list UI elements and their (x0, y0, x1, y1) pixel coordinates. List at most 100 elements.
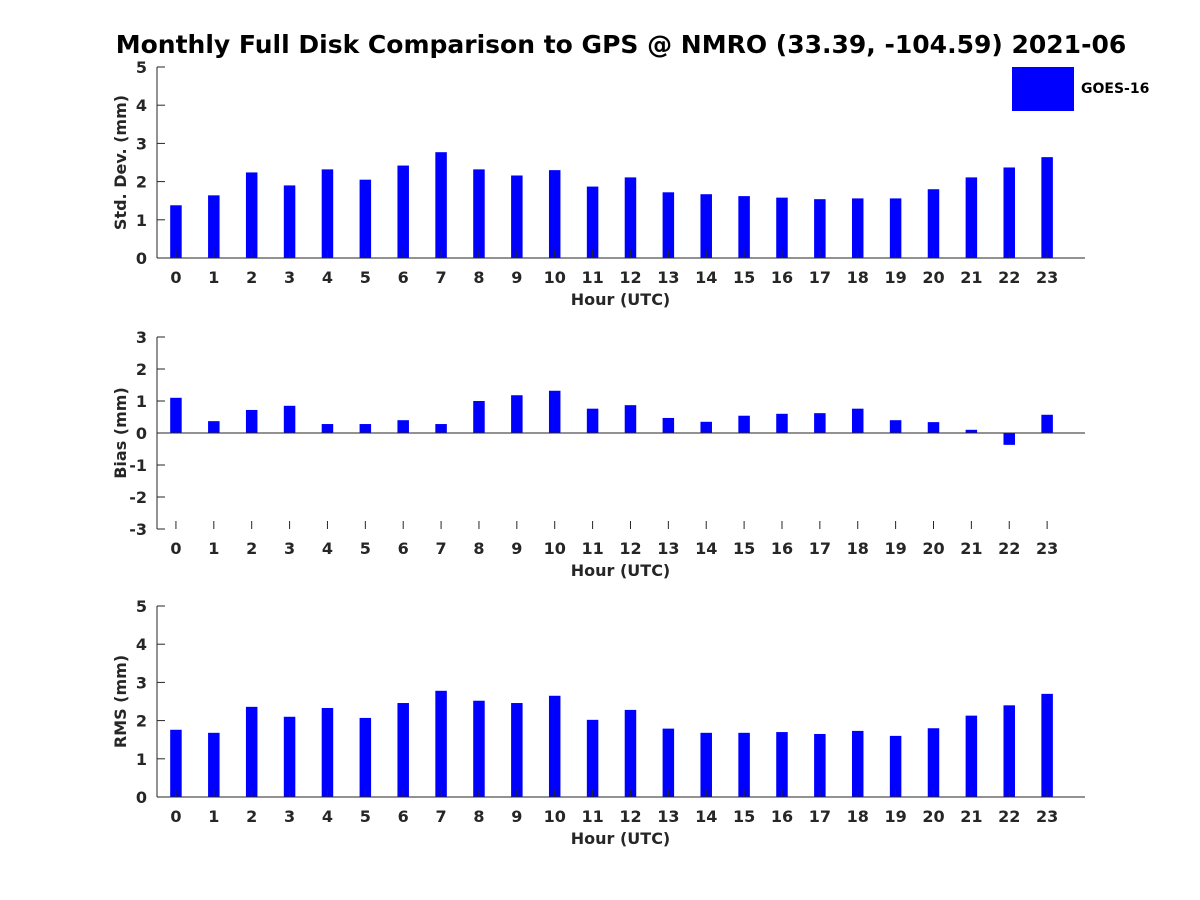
bar-14 (700, 194, 712, 258)
y-tick-label: -3 (129, 520, 147, 539)
bar-1 (208, 195, 220, 258)
bar-10 (548, 695, 561, 797)
x-tick-label: 22 (998, 268, 1020, 287)
y-axis-label: Bias (mm) (111, 387, 130, 479)
bar-4 (321, 169, 334, 258)
bar-17 (814, 199, 826, 258)
bar-14 (700, 732, 712, 797)
bar-21 (965, 715, 978, 797)
x-tick-label: 16 (771, 539, 793, 558)
bar-8 (473, 401, 485, 433)
bar-6 (397, 703, 409, 797)
x-tick-label: 8 (473, 268, 484, 287)
bar-6 (397, 420, 409, 433)
x-tick-label: 2 (246, 268, 257, 287)
bar-4 (321, 424, 334, 433)
y-tick-label: 0 (136, 788, 147, 807)
bar-5 (359, 179, 372, 258)
x-tick-label: 15 (733, 268, 755, 287)
x-tick-label: 6 (398, 268, 409, 287)
bar-15 (738, 732, 750, 797)
y-tick-label: 2 (136, 712, 147, 731)
x-tick-label: 8 (473, 539, 484, 558)
bar-19 (889, 198, 902, 258)
x-tick-label: 11 (581, 268, 603, 287)
x-tick-label: 3 (284, 807, 295, 826)
x-tick-label: 10 (544, 539, 566, 558)
chart-title: Monthly Full Disk Comparison to GPS @ NM… (115, 30, 1127, 59)
x-tick-label: 11 (581, 539, 603, 558)
bar-12 (624, 709, 637, 797)
x-tick-label: 14 (695, 539, 717, 558)
legend: GOES-16 (1012, 67, 1182, 113)
x-tick-label: 15 (733, 539, 755, 558)
bar-23 (1041, 414, 1053, 433)
x-tick-label: 9 (511, 539, 522, 558)
x-tick-label: 18 (847, 268, 869, 287)
x-tick-label: 17 (809, 268, 831, 287)
bar-16 (776, 732, 788, 797)
x-axis-label: Hour (UTC) (571, 561, 671, 580)
bar-11 (586, 719, 599, 797)
bar-5 (359, 717, 372, 797)
x-tick-label: 6 (398, 539, 409, 558)
y-tick-label: 3 (136, 673, 147, 692)
x-tick-label: 4 (322, 539, 333, 558)
x-tick-label: 13 (657, 268, 679, 287)
x-tick-label: 14 (695, 268, 717, 287)
x-tick-label: 19 (884, 539, 906, 558)
bar-18 (851, 408, 864, 433)
bar-10 (548, 390, 561, 433)
x-tick-label: 16 (771, 807, 793, 826)
y-tick-label: 0 (136, 249, 147, 268)
x-tick-label: 18 (847, 539, 869, 558)
y-tick-label: 5 (136, 58, 147, 77)
x-tick-label: 2 (246, 807, 257, 826)
y-tick-label: 5 (136, 597, 147, 616)
bar-10 (548, 170, 561, 258)
bar-0 (170, 729, 182, 797)
bar-22 (1003, 433, 1015, 445)
x-tick-label: 0 (170, 807, 181, 826)
x-axis-label: Hour (UTC) (571, 829, 671, 848)
bar-21 (965, 429, 978, 433)
x-tick-label: 20 (922, 807, 944, 826)
x-tick-label: 21 (960, 539, 982, 558)
bar-3 (283, 405, 296, 433)
y-tick-label: 0 (136, 424, 147, 443)
x-axis-label: Hour (UTC) (571, 290, 671, 309)
y-tick-label: 3 (136, 328, 147, 347)
x-tick-label: 3 (284, 539, 295, 558)
x-tick-label: 9 (511, 268, 522, 287)
bar-18 (851, 730, 864, 797)
y-tick-label: 4 (136, 96, 147, 115)
bar-12 (624, 405, 637, 433)
y-tick-label: 1 (136, 211, 147, 230)
y-axis-label: Std. Dev. (mm) (111, 95, 130, 230)
y-tick-label: -2 (129, 488, 147, 507)
x-tick-label: 16 (771, 268, 793, 287)
bar-13 (662, 192, 675, 258)
bar-21 (965, 177, 978, 258)
x-tick-label: 12 (619, 539, 641, 558)
bar-19 (889, 735, 902, 797)
x-tick-label: 20 (922, 539, 944, 558)
x-tick-label: 11 (581, 807, 603, 826)
x-tick-label: 1 (208, 268, 219, 287)
x-tick-label: 12 (619, 807, 641, 826)
bar-0 (170, 205, 182, 258)
bar-11 (586, 408, 599, 433)
y-tick-label: 3 (136, 134, 147, 153)
x-tick-label: 1 (208, 539, 219, 558)
bar-22 (1003, 705, 1015, 797)
bar-18 (851, 198, 864, 258)
bar-13 (662, 728, 675, 797)
x-tick-label: 20 (922, 268, 944, 287)
legend-label: GOES-16 (1081, 81, 1150, 97)
x-tick-label: 5 (360, 539, 371, 558)
x-tick-label: 7 (436, 539, 447, 558)
bar-3 (283, 185, 296, 258)
y-tick-label: -1 (129, 456, 147, 475)
bar-8 (473, 169, 485, 258)
